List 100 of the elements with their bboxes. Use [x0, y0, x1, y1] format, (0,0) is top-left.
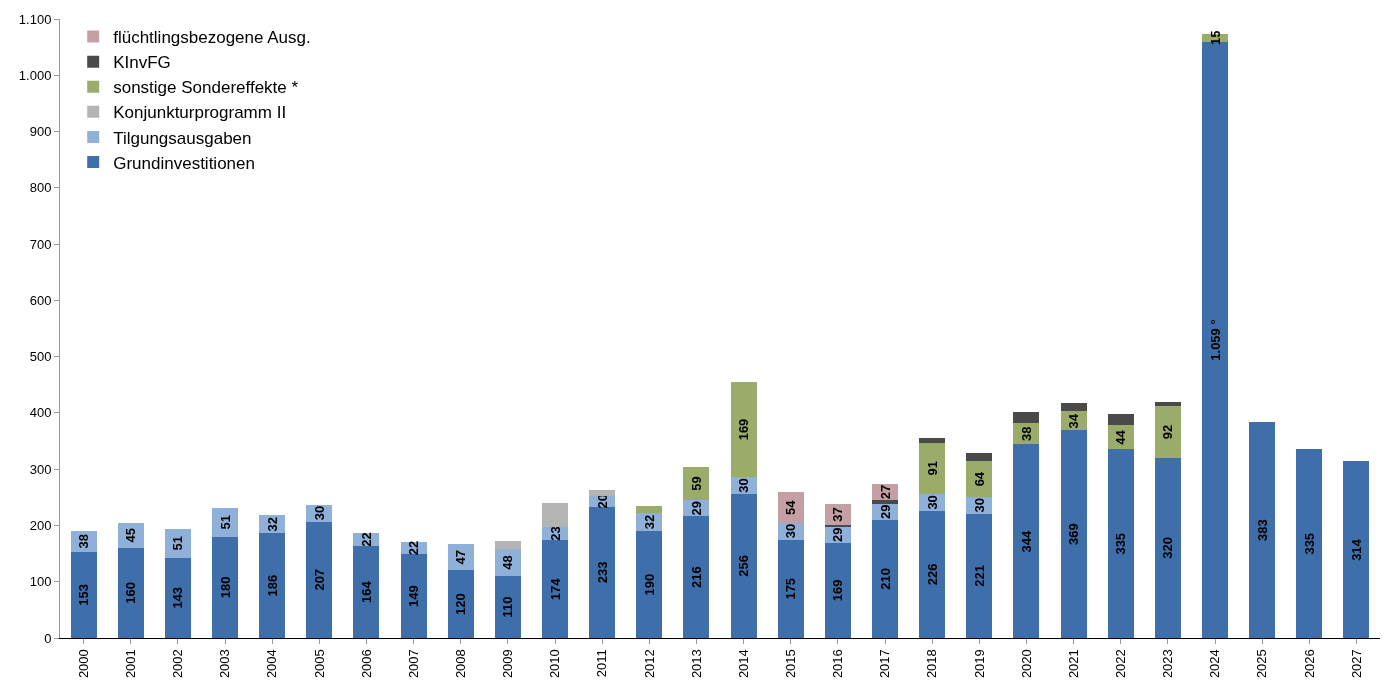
bar: [1343, 461, 1370, 638]
data-label: 38: [76, 533, 92, 549]
data-label: 30: [971, 497, 987, 513]
bar: [1154, 406, 1181, 458]
data-label: 45: [123, 528, 139, 543]
data-label: 1.059 °: [1207, 319, 1223, 361]
bar: [966, 452, 993, 461]
bar: [1107, 414, 1134, 425]
data-label: 51: [217, 515, 233, 530]
data-label: 153: [76, 584, 92, 606]
x-tick-label: 2017: [877, 649, 893, 679]
y-tick-label: 0: [44, 630, 52, 646]
bar: [212, 508, 238, 537]
data-label: 64: [971, 471, 987, 487]
data-label: 54: [783, 499, 799, 516]
data-label: 207: [311, 568, 327, 591]
bar: [117, 547, 144, 638]
bar: [1249, 422, 1276, 638]
data-label: 226: [924, 563, 940, 586]
data-label: 29: [830, 527, 846, 542]
data-label: 216: [688, 566, 704, 589]
data-label: 335: [1113, 532, 1129, 555]
y-tick-label: 800: [29, 180, 52, 196]
bar: [1107, 449, 1134, 638]
data-label: 30: [311, 505, 327, 521]
data-label: 335: [1301, 532, 1317, 555]
x-tick-label: 2007: [405, 649, 421, 679]
data-label: 30: [924, 495, 940, 510]
x-tick-label: 2014: [735, 649, 751, 679]
x-tick-label: 2001: [122, 649, 138, 679]
bar: [636, 531, 663, 638]
bar: [494, 541, 521, 550]
x-tick-label: 2016: [830, 649, 846, 679]
data-label: 30: [783, 523, 799, 539]
x-tick-label: 2027: [1348, 649, 1364, 679]
bar: [824, 524, 851, 527]
bar: [919, 442, 946, 494]
data-label: 175: [783, 577, 799, 600]
data-label: 190: [641, 573, 657, 596]
bar: [1013, 444, 1040, 638]
data-label: 383: [1254, 519, 1270, 542]
bar: [1154, 402, 1181, 407]
data-label: 37: [830, 507, 846, 522]
data-label: 186: [264, 574, 280, 597]
y-tick-label: 200: [29, 518, 52, 533]
bar: [1060, 430, 1087, 638]
y-tick-label: 1.100: [18, 11, 52, 27]
bar: [400, 554, 427, 638]
x-tick-label: 2009: [500, 649, 516, 679]
y-tick-label: 300: [29, 461, 52, 477]
data-label: 29: [688, 501, 704, 516]
x-tick-label: 2000: [75, 649, 91, 679]
x-tick-label: 2018: [924, 649, 940, 679]
x-tick-label: 2005: [311, 649, 327, 679]
y-tick-label: 500: [29, 349, 52, 365]
data-label: 34: [1066, 413, 1082, 429]
bar: [966, 513, 993, 638]
x-tick-label: 2022: [1112, 649, 1128, 679]
y-tick-label: 600: [29, 292, 52, 308]
bar: [164, 557, 191, 638]
bar: [542, 502, 568, 528]
data-label: 32: [641, 514, 657, 530]
x-tick-label: 2012: [641, 649, 657, 679]
bar: [306, 521, 333, 638]
y-tick-label: 400: [29, 405, 52, 421]
data-label: 233: [594, 561, 610, 584]
bar: [1154, 457, 1181, 638]
bar: [824, 542, 851, 638]
bar: [1060, 403, 1087, 412]
data-label: 23: [547, 526, 563, 541]
data-label: 256: [736, 555, 752, 577]
bar: [212, 536, 238, 638]
data-label: 22: [406, 540, 422, 556]
legend-label: sonstige Sondereffekte *: [113, 78, 299, 98]
bar: [447, 570, 474, 638]
data-label: 221: [971, 564, 987, 587]
data-label: 92: [1160, 424, 1176, 440]
bar: [966, 460, 993, 497]
data-label: 110: [500, 596, 516, 618]
bar: [589, 506, 616, 638]
bar: [542, 540, 568, 638]
data-label: 169: [830, 579, 846, 602]
legend-label: KInvFG: [113, 53, 171, 73]
bar: [872, 499, 898, 504]
data-label: 15: [1207, 30, 1223, 46]
data-label: 29: [877, 504, 893, 519]
x-tick-label: 2020: [1018, 649, 1034, 679]
data-label: 314: [1348, 538, 1364, 561]
x-tick-label: 2008: [452, 649, 468, 679]
bar: [636, 506, 663, 514]
data-label: 91: [924, 461, 940, 476]
x-tick-label: 2011: [594, 649, 610, 678]
data-label: 164: [358, 580, 374, 604]
data-label: 174: [547, 577, 563, 601]
x-tick-label: 2026: [1301, 649, 1317, 679]
bar: [259, 533, 286, 638]
x-tick-label: 2013: [688, 649, 704, 679]
bar: [1013, 412, 1040, 424]
x-tick-label: 2023: [1160, 649, 1176, 679]
bar: [589, 490, 616, 496]
